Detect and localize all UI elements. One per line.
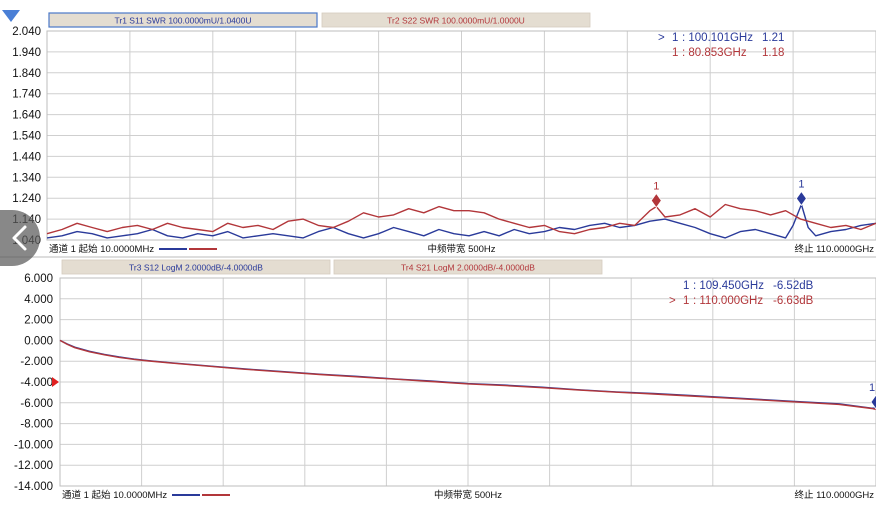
y-tick-label: 2.040	[12, 26, 41, 38]
trace-line-tr2-s22	[46, 203, 876, 235]
chevron-left-icon	[12, 225, 27, 251]
y-tick-label: 1.940	[12, 47, 41, 59]
trace-tab-3[interactable]	[61, 259, 331, 275]
marker-readout-value: 1.21	[762, 32, 784, 44]
ref-level-arrow-icon	[52, 377, 59, 387]
trace-line-tr1-s11	[46, 203, 876, 239]
marker-diamond-icon[interactable]	[650, 192, 662, 209]
channel-start-label: 通道 1 起始 10.0000MHz	[62, 489, 167, 501]
trace-line-tr4-s21	[59, 339, 876, 411]
marker-diamond-icon[interactable]	[795, 190, 807, 207]
trace-tab-label: Tr1 S11 SWR 100.0000mU/1.0400U	[114, 16, 251, 26]
marker-readout-value: 1.18	[762, 47, 784, 59]
marker-label: 1	[653, 181, 659, 193]
marker-readout-value: -6.63dB	[773, 295, 814, 307]
channel-start-label: 通道 1 起始 10.0000MHz	[49, 243, 154, 255]
trace-tab-label: Tr4 S21 LogM 2.0000dB/-4.0000dB	[401, 263, 535, 273]
plot-frame	[59, 277, 876, 487]
marker-readout-id: 1	[683, 280, 689, 292]
y-tick-label: 1.840	[12, 68, 41, 80]
trace-tab-1[interactable]	[48, 12, 318, 28]
y-tick-label: 1.440	[12, 151, 41, 163]
marker-readout-frequency: : 80.853GHz	[682, 47, 747, 59]
y-tick-label: -8.000	[20, 419, 53, 431]
plot-frame	[46, 30, 876, 241]
y-tick-label: -14.000	[14, 481, 53, 493]
y-tick-label: 4.000	[24, 294, 53, 306]
marker-readout-value: -6.52dB	[773, 280, 814, 292]
marker-label: 1	[798, 178, 804, 190]
y-tick-label: -10.000	[14, 439, 53, 451]
trace-tab-2[interactable]	[321, 12, 591, 28]
y-tick-label: 0.000	[24, 335, 53, 347]
marker-diamond-icon[interactable]	[870, 394, 876, 410]
y-tick-label: 1.640	[12, 110, 41, 122]
y-tick-label: -12.000	[14, 460, 53, 472]
active-marker-indicator: >	[658, 32, 665, 44]
active-marker-indicator: >	[669, 295, 676, 307]
trace-tab-label: Tr3 S12 LogM 2.0000dB/-4.0000dB	[129, 263, 263, 273]
trace-tab-4[interactable]	[333, 259, 603, 275]
y-tick-label: -6.000	[20, 398, 53, 410]
marker-readout-id: 1	[672, 47, 678, 59]
marker-readout-frequency: : 109.450GHz	[693, 280, 764, 292]
y-tick-label: -4.000	[20, 377, 53, 389]
y-tick-label: 1.540	[12, 131, 41, 143]
y-tick-label: 2.000	[24, 315, 53, 327]
channel-stop-label: 终止 110.0000GHz	[794, 243, 874, 255]
if-bandwidth-label: 中频带宽 500Hz	[434, 489, 502, 501]
triangle-corner-icon[interactable]	[2, 10, 20, 22]
trace-tab-label: Tr2 S22 SWR 100.0000mU/1.0000U	[387, 16, 525, 26]
marker-readout-frequency: : 100.101GHz	[682, 32, 753, 44]
y-tick-label: 1.340	[12, 172, 41, 184]
y-tick-label: -2.000	[20, 356, 53, 368]
marker-readout-id: 1	[672, 32, 678, 44]
if-bandwidth-label: 中频带宽 500Hz	[427, 243, 495, 255]
y-tick-label: 1.740	[12, 89, 41, 101]
marker-readout-frequency: : 110.000GHz	[693, 295, 763, 307]
marker-readout-id: 1	[683, 295, 689, 307]
y-tick-label: 1.240	[12, 193, 41, 205]
channel-stop-label: 终止 110.0000GHz	[794, 489, 874, 501]
marker-label: 1	[869, 382, 875, 394]
y-tick-label: 6.000	[24, 273, 53, 285]
